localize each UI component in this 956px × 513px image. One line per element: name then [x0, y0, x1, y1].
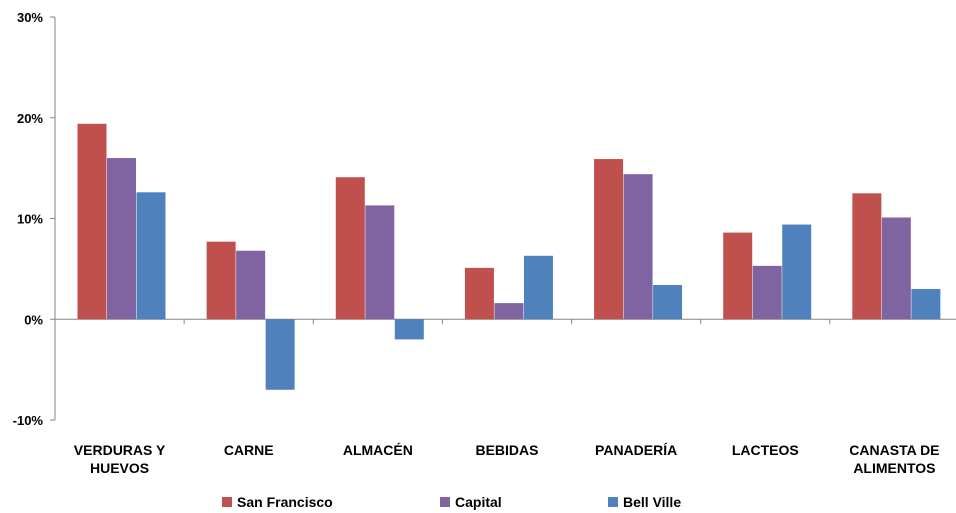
bar-san-francisco	[206, 241, 236, 320]
y-tick-label: -10%	[13, 413, 44, 428]
bar-bell-ville	[911, 289, 941, 320]
bar-capital	[623, 174, 653, 320]
legend-swatch	[440, 497, 450, 507]
bar-capital	[752, 265, 782, 320]
bar-bell-ville	[653, 284, 683, 320]
x-tick-label: LACTEOS	[732, 442, 799, 458]
x-tick-label: BEBIDAS	[475, 442, 538, 458]
x-tick-label: CANASTA DE ALIMENTOS	[849, 442, 939, 476]
legend-swatch	[608, 497, 618, 507]
bar-capital	[881, 217, 911, 320]
y-tick-label: 0%	[24, 312, 43, 327]
axes	[50, 16, 956, 421]
bar-san-francisco	[723, 232, 753, 320]
x-tick-label: PANADERÍA	[595, 442, 677, 458]
legend-label: Bell Ville	[623, 494, 681, 510]
x-tick-label: ALMACÉN	[343, 442, 413, 458]
bar-bell-ville	[394, 319, 424, 340]
x-tick-label: VERDURAS Y HUEVOS	[74, 442, 166, 476]
bar-san-francisco	[594, 159, 624, 320]
bars	[77, 123, 941, 390]
bar-san-francisco	[77, 123, 107, 320]
bar-bell-ville	[265, 319, 295, 390]
bar-bell-ville	[136, 192, 166, 320]
bar-san-francisco	[852, 193, 882, 320]
y-tick-label: 10%	[17, 212, 43, 227]
y-tick-label: 20%	[17, 111, 43, 126]
bar-bell-ville	[523, 255, 553, 320]
bar-capital	[236, 250, 266, 320]
bar-capital	[107, 158, 136, 320]
legend-swatch	[222, 497, 232, 507]
legend-label: Capital	[455, 494, 502, 510]
x-tick-label: CARNE	[224, 442, 274, 458]
bar-san-francisco	[464, 267, 494, 320]
labels: -10% 0% 10% 20% 30% VERDURAS Y HUEVOS CARNE ALMA…	[13, 10, 940, 476]
legend-label: San Francisco	[237, 494, 333, 510]
y-tick-label: 30%	[17, 10, 43, 25]
bar-capital	[365, 205, 395, 320]
bar-capital	[494, 303, 524, 320]
bar-san-francisco	[335, 177, 365, 320]
bar-bell-ville	[782, 224, 812, 320]
legend: San Francisco Capital Bell Ville	[222, 494, 681, 510]
